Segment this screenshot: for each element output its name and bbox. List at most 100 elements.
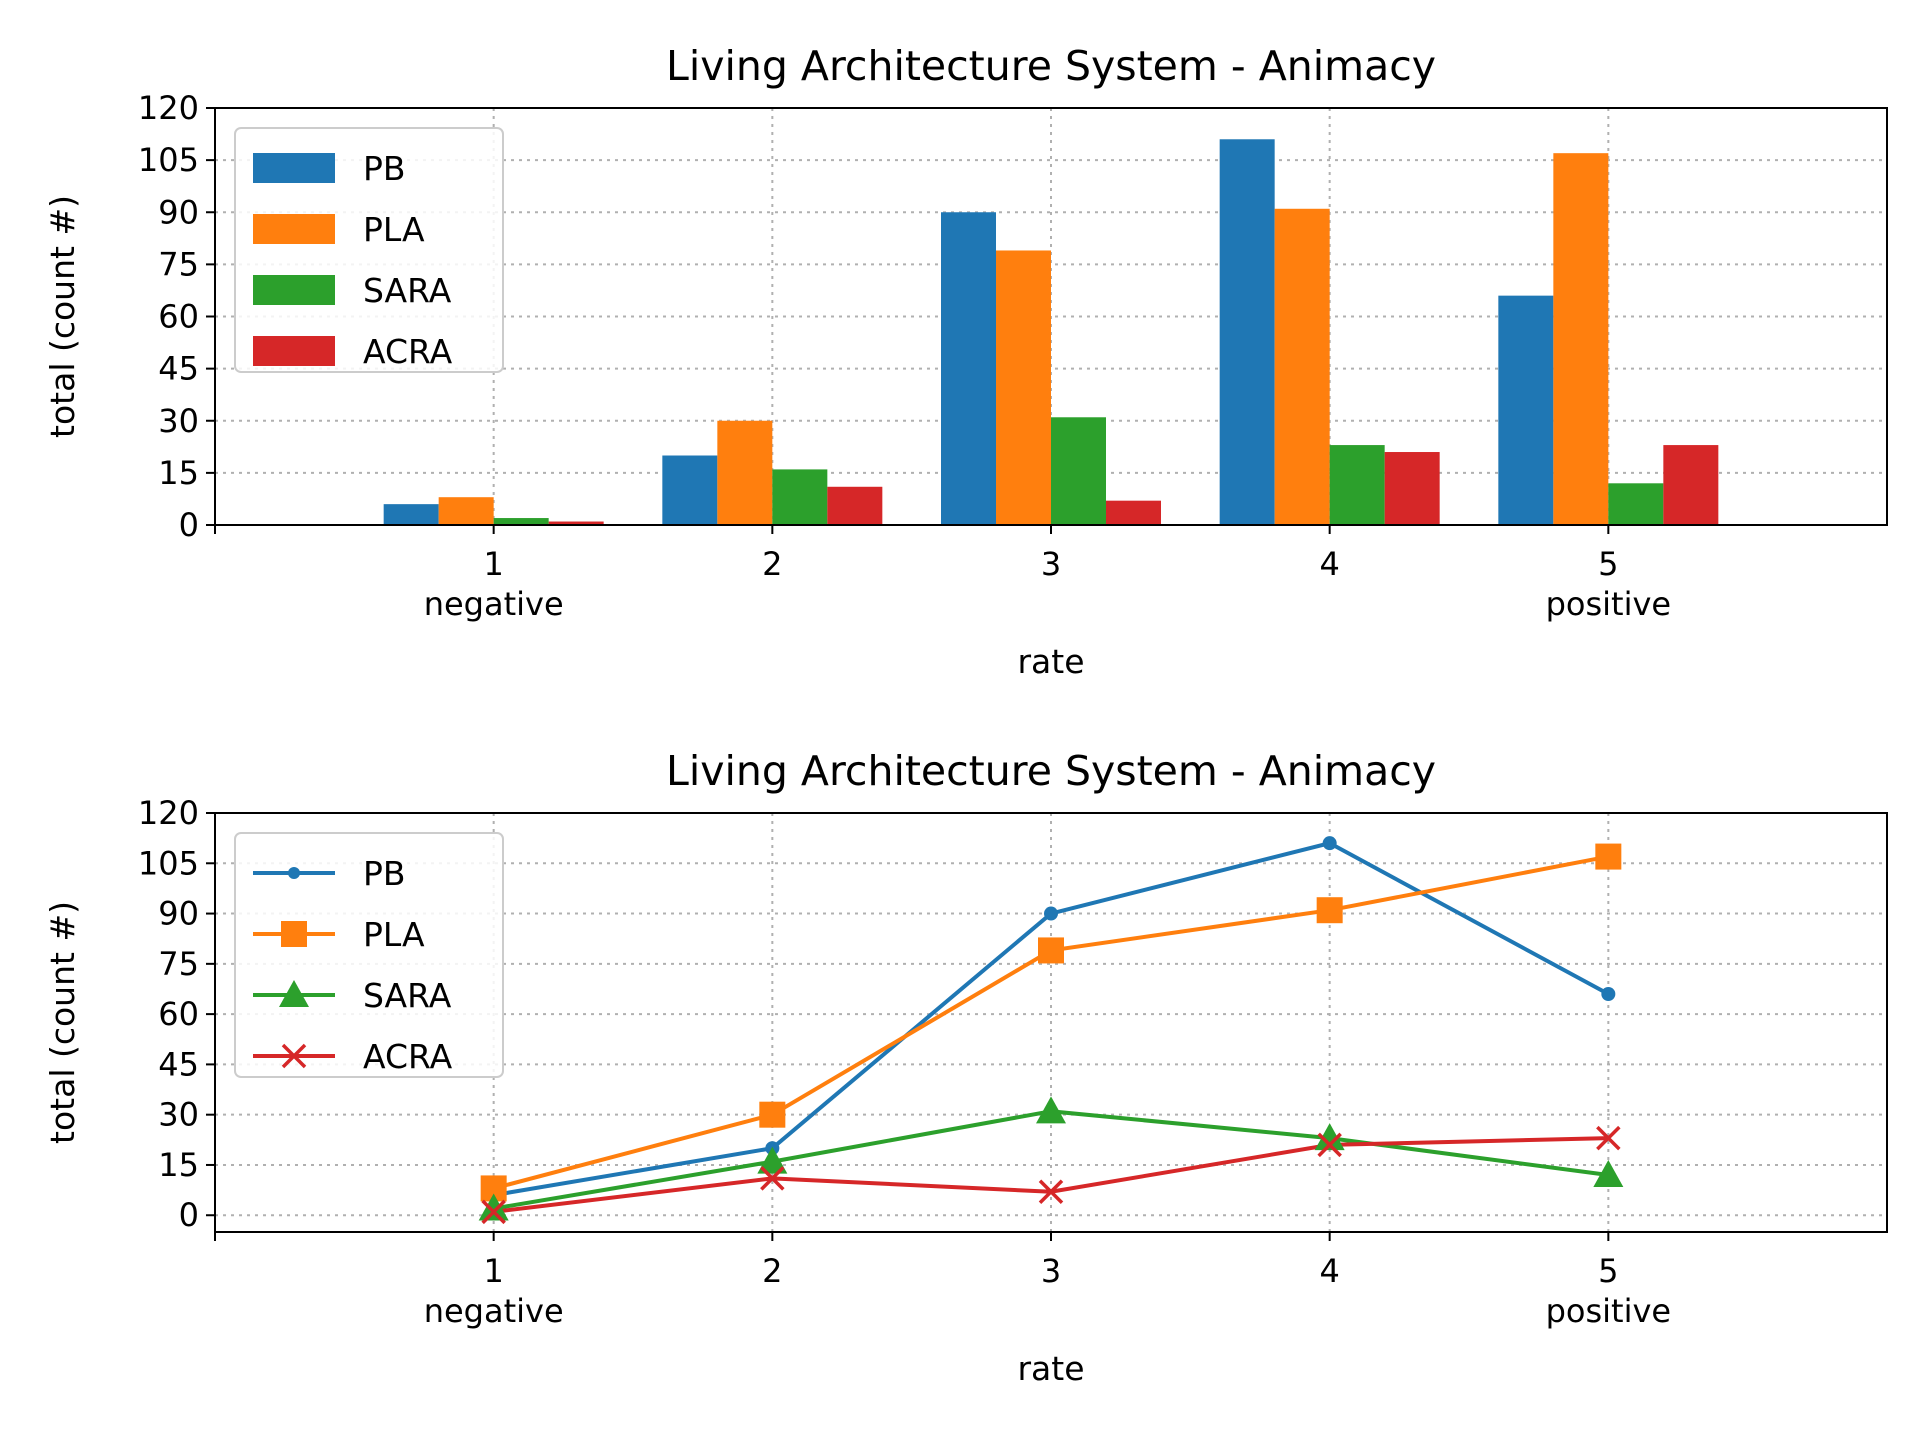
y-tick-label: 75 — [158, 945, 199, 983]
legend-box — [234, 127, 504, 373]
legend: PB PLA SARA ACRA — [234, 832, 504, 1078]
y-tick-label: 120 — [138, 794, 199, 832]
x-tick-label: 3 — [1041, 545, 1061, 583]
point-sara — [1036, 1096, 1066, 1124]
point-sara — [1314, 1123, 1345, 1151]
bar-sara — [493, 518, 549, 525]
legend-swatch-acra — [253, 336, 335, 366]
chart-title: Living Architecture System - Animacy — [666, 42, 1436, 90]
legend-swatch-pla — [253, 214, 335, 244]
x-tick-label: 2 — [762, 545, 782, 583]
point-acra — [481, 1199, 506, 1225]
bar-acra — [548, 521, 604, 525]
y-tick-label: 0 — [179, 506, 199, 544]
point-acra — [760, 1166, 785, 1191]
x-tick-sublabel: positive — [1546, 1292, 1672, 1330]
x-tick-label: 1 — [483, 1252, 503, 1290]
bar-sara — [772, 469, 828, 525]
y-axis-label: total (count #) — [43, 195, 82, 438]
line-chart: Living Architecture System - Animacy0153… — [43, 747, 1888, 1388]
point-pb — [1601, 987, 1616, 1002]
bar-sara — [1051, 417, 1106, 525]
legend-marker-acra — [281, 1043, 307, 1069]
legend-marker-pla — [281, 921, 307, 947]
point-pla — [1038, 937, 1064, 964]
legend-label-acra: ACRA — [363, 332, 453, 371]
point-acra — [1038, 1179, 1064, 1205]
bar-acra — [1106, 500, 1161, 525]
x-tick-label: 5 — [1598, 545, 1618, 583]
y-tick-label: 60 — [158, 995, 199, 1033]
legend-label-acra: ACRA — [363, 1037, 453, 1076]
point-pb — [1044, 906, 1058, 921]
y-tick-label: 60 — [158, 298, 199, 336]
point-sara — [757, 1146, 788, 1174]
bar-sara — [1608, 483, 1664, 525]
bar-pla — [717, 420, 773, 525]
bar-acra — [1663, 445, 1719, 525]
point-pla — [1595, 843, 1622, 870]
point-pla — [1316, 897, 1343, 924]
x-tick-sublabel: negative — [424, 585, 564, 623]
legend-label-sara: SARA — [363, 271, 452, 310]
y-tick-label: 15 — [158, 1146, 199, 1184]
x-tick-sublabel: positive — [1546, 585, 1672, 623]
chart-title: Living Architecture System - Animacy — [666, 747, 1436, 795]
point-acra — [1596, 1125, 1621, 1151]
y-tick-label: 75 — [158, 245, 199, 283]
legend-swatch-sara — [253, 275, 335, 305]
legend-box — [234, 832, 504, 1078]
y-tick-label: 15 — [158, 454, 199, 492]
bars — [383, 139, 1719, 526]
bar-acra — [1384, 452, 1440, 525]
y-tick-label: 105 — [138, 844, 199, 882]
y-tick-label: 45 — [158, 350, 199, 388]
bar-pb — [941, 212, 996, 525]
legend-label-pb: PB — [363, 854, 406, 893]
point-pb — [1322, 836, 1337, 851]
point-sara — [1593, 1160, 1624, 1188]
legend-label-pla: PLA — [363, 915, 425, 954]
legend-swatch-pb — [253, 153, 335, 183]
legend-label-sara: SARA — [363, 976, 452, 1015]
point-sara — [478, 1193, 509, 1221]
bar-pb — [1219, 139, 1275, 525]
x-tick-label: 4 — [1319, 545, 1339, 583]
y-tick-label: 90 — [158, 193, 199, 231]
bar-pb — [1498, 295, 1554, 525]
legend-marker-sara — [279, 980, 309, 1007]
bar-pla — [996, 250, 1051, 525]
bar-pla — [1553, 153, 1609, 526]
x-tick-sublabel: negative — [424, 1292, 564, 1330]
bar-pla — [438, 497, 494, 525]
y-tick-label: 105 — [138, 141, 199, 179]
bar-pb — [662, 455, 718, 525]
x-tick-label: 3 — [1041, 1252, 1061, 1290]
x-axis-label: rate — [1017, 642, 1084, 681]
x-tick-label: 2 — [762, 1252, 782, 1290]
point-pla — [759, 1101, 786, 1128]
legend-label-pb: PB — [363, 149, 406, 188]
y-tick-label: 45 — [158, 1045, 199, 1083]
x-axis-label: rate — [1017, 1349, 1084, 1388]
legend-label-pla: PLA — [363, 210, 425, 249]
y-tick-label: 30 — [158, 1096, 199, 1134]
legend: PB PLA SARA ACRA — [234, 127, 504, 373]
bar-pb — [383, 504, 439, 525]
bar-acra — [827, 486, 883, 525]
y-tick-label: 0 — [179, 1196, 199, 1234]
x-tick-label: 1 — [483, 545, 503, 583]
y-axis-label: total (count #) — [43, 901, 82, 1144]
y-tick-label: 90 — [158, 895, 199, 933]
series-lines — [478, 836, 1624, 1225]
x-tick-label: 4 — [1319, 1252, 1339, 1290]
legend-marker-pb — [288, 867, 300, 879]
y-tick-label: 120 — [138, 89, 199, 127]
bar-sara — [1329, 445, 1385, 525]
y-tick-label: 30 — [158, 402, 199, 440]
x-tick-label: 5 — [1598, 1252, 1618, 1290]
bar-pla — [1274, 208, 1330, 525]
bar-chart: Living Architecture System - Animacy0153… — [43, 42, 1888, 681]
point-acra — [1317, 1132, 1342, 1158]
